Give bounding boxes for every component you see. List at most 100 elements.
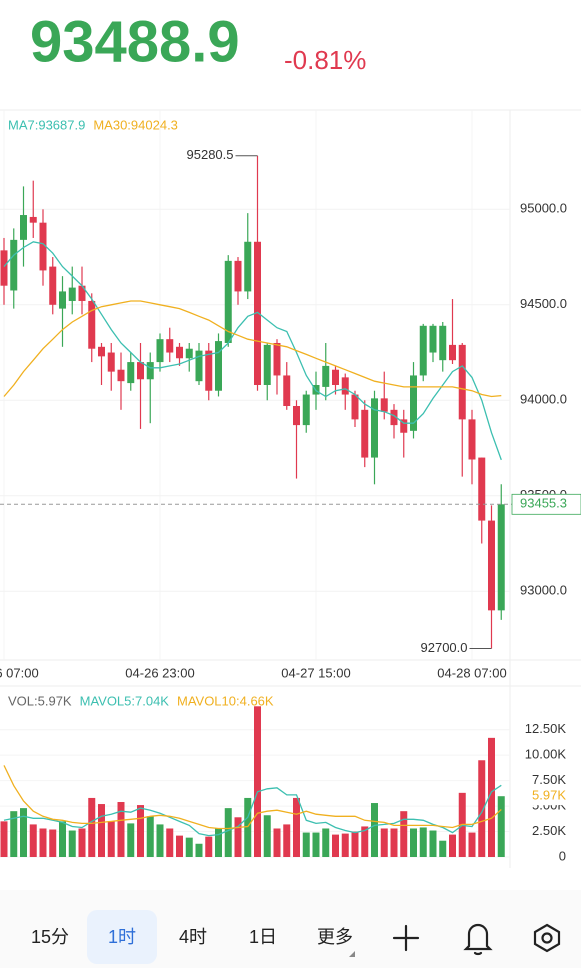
ma-line (3, 241, 502, 461)
legend-entry: MA7:93687.9 (8, 117, 85, 132)
volume-bar (468, 832, 476, 857)
candle-body (166, 339, 174, 353)
y-tick-label: 94500.0 (520, 296, 567, 311)
dropdown-indicator (349, 951, 355, 957)
settings-icon[interactable] (533, 923, 561, 953)
last-price-box (511, 493, 581, 515)
candle-body (20, 215, 27, 240)
candle-body (29, 216, 37, 223)
volume-bar (29, 824, 37, 857)
candle-body (68, 287, 76, 301)
volume-bar (254, 706, 261, 857)
volume-bar (341, 833, 349, 857)
low-label: 92700.0 (421, 640, 468, 655)
volume-bar (127, 823, 135, 857)
candle-body (254, 241, 261, 385)
volume-bar (263, 815, 271, 857)
candle-body (195, 350, 203, 382)
volume-bar (39, 828, 47, 857)
volume-bar (351, 831, 359, 857)
volume-bar (400, 811, 408, 857)
candle-body (439, 325, 447, 361)
candle-body (410, 375, 417, 431)
x-tick-label: 04-27 15:00 (281, 665, 350, 680)
volume-bar (176, 835, 183, 857)
last-volume-label: 5.97K (532, 788, 566, 803)
volume-bar (283, 824, 291, 857)
volume-bar (137, 805, 144, 857)
volume-bar (185, 837, 193, 857)
candle-body (458, 344, 466, 420)
candle-body (88, 300, 96, 349)
volume-bar (78, 828, 86, 857)
volume-bar (390, 828, 398, 857)
candle-body (117, 369, 125, 382)
candle-body (351, 394, 359, 420)
candle-body (185, 348, 193, 359)
volume-bar (410, 828, 417, 857)
volume-bar (98, 804, 105, 857)
candle-body (371, 398, 378, 458)
y-tick-label: 93000.0 (520, 583, 567, 598)
candle-body (107, 352, 115, 372)
volume-bar (117, 802, 125, 857)
candle-body (283, 375, 291, 407)
legend-entry: MAVOL10:4.66K (177, 693, 274, 708)
toolbar-tab[interactable]: 1日 (249, 927, 277, 947)
candle-body (497, 504, 505, 611)
last-price-label: 93455.3 (520, 496, 567, 511)
candle-body (341, 377, 349, 395)
ma-line (3, 765, 502, 830)
current-price: 93488.9 (30, 9, 240, 74)
candle-body (49, 266, 57, 305)
volume-bar (156, 824, 164, 857)
candle-body (205, 350, 213, 391)
candle-body (0, 250, 8, 286)
volume-bar (68, 830, 76, 857)
volume-bar (371, 803, 378, 857)
candle-body (302, 394, 310, 426)
y-tick-label: 10.00K (525, 747, 567, 762)
volume-bar (293, 797, 300, 857)
settings-icon[interactable] (541, 932, 553, 944)
x-tick-label: 04-26 23:00 (125, 665, 194, 680)
volume-bar (429, 830, 437, 857)
candle-body (10, 239, 18, 291)
toolbar-tab[interactable]: 15分 (31, 927, 69, 947)
volume-bar (478, 760, 486, 857)
legend-entry: MA30:94024.3 (93, 117, 178, 132)
candle-body (332, 369, 339, 385)
volume-bar (380, 828, 388, 857)
toolbar-tab[interactable]: 1时 (108, 927, 136, 947)
bell-icon[interactable] (463, 923, 493, 956)
candle-body (380, 398, 388, 412)
volume-bar (10, 811, 18, 857)
ma-line (3, 300, 502, 398)
volume-bar (439, 840, 447, 857)
high-label: 95280.5 (187, 147, 234, 162)
candle-body (322, 365, 330, 387)
volume-bar (107, 821, 115, 857)
toolbar-tab[interactable]: 4时 (179, 927, 207, 947)
x-tick-label: 04-28 07:00 (437, 665, 506, 680)
candle-body (263, 344, 271, 385)
y-tick-label: 0 (559, 848, 566, 863)
candle-body (449, 344, 456, 361)
ma-line (3, 784, 502, 837)
volume-bar (302, 832, 310, 857)
volume-bar (215, 828, 222, 857)
toolbar-tab[interactable]: 更多 (317, 927, 353, 947)
price-change: -0.81% (284, 45, 366, 75)
candle-body (39, 222, 47, 271)
volume-bar (449, 834, 456, 857)
y-tick-label: 94000.0 (520, 392, 567, 407)
candle-body (390, 409, 398, 426)
y-tick-label: 95000.0 (520, 201, 567, 216)
volume-bar (312, 832, 320, 857)
legend-entry: VOL:5.97K (8, 693, 72, 708)
candle-body (361, 409, 369, 458)
candle-body (78, 285, 86, 301)
candle-body (478, 457, 486, 521)
volume-bar (234, 817, 242, 857)
